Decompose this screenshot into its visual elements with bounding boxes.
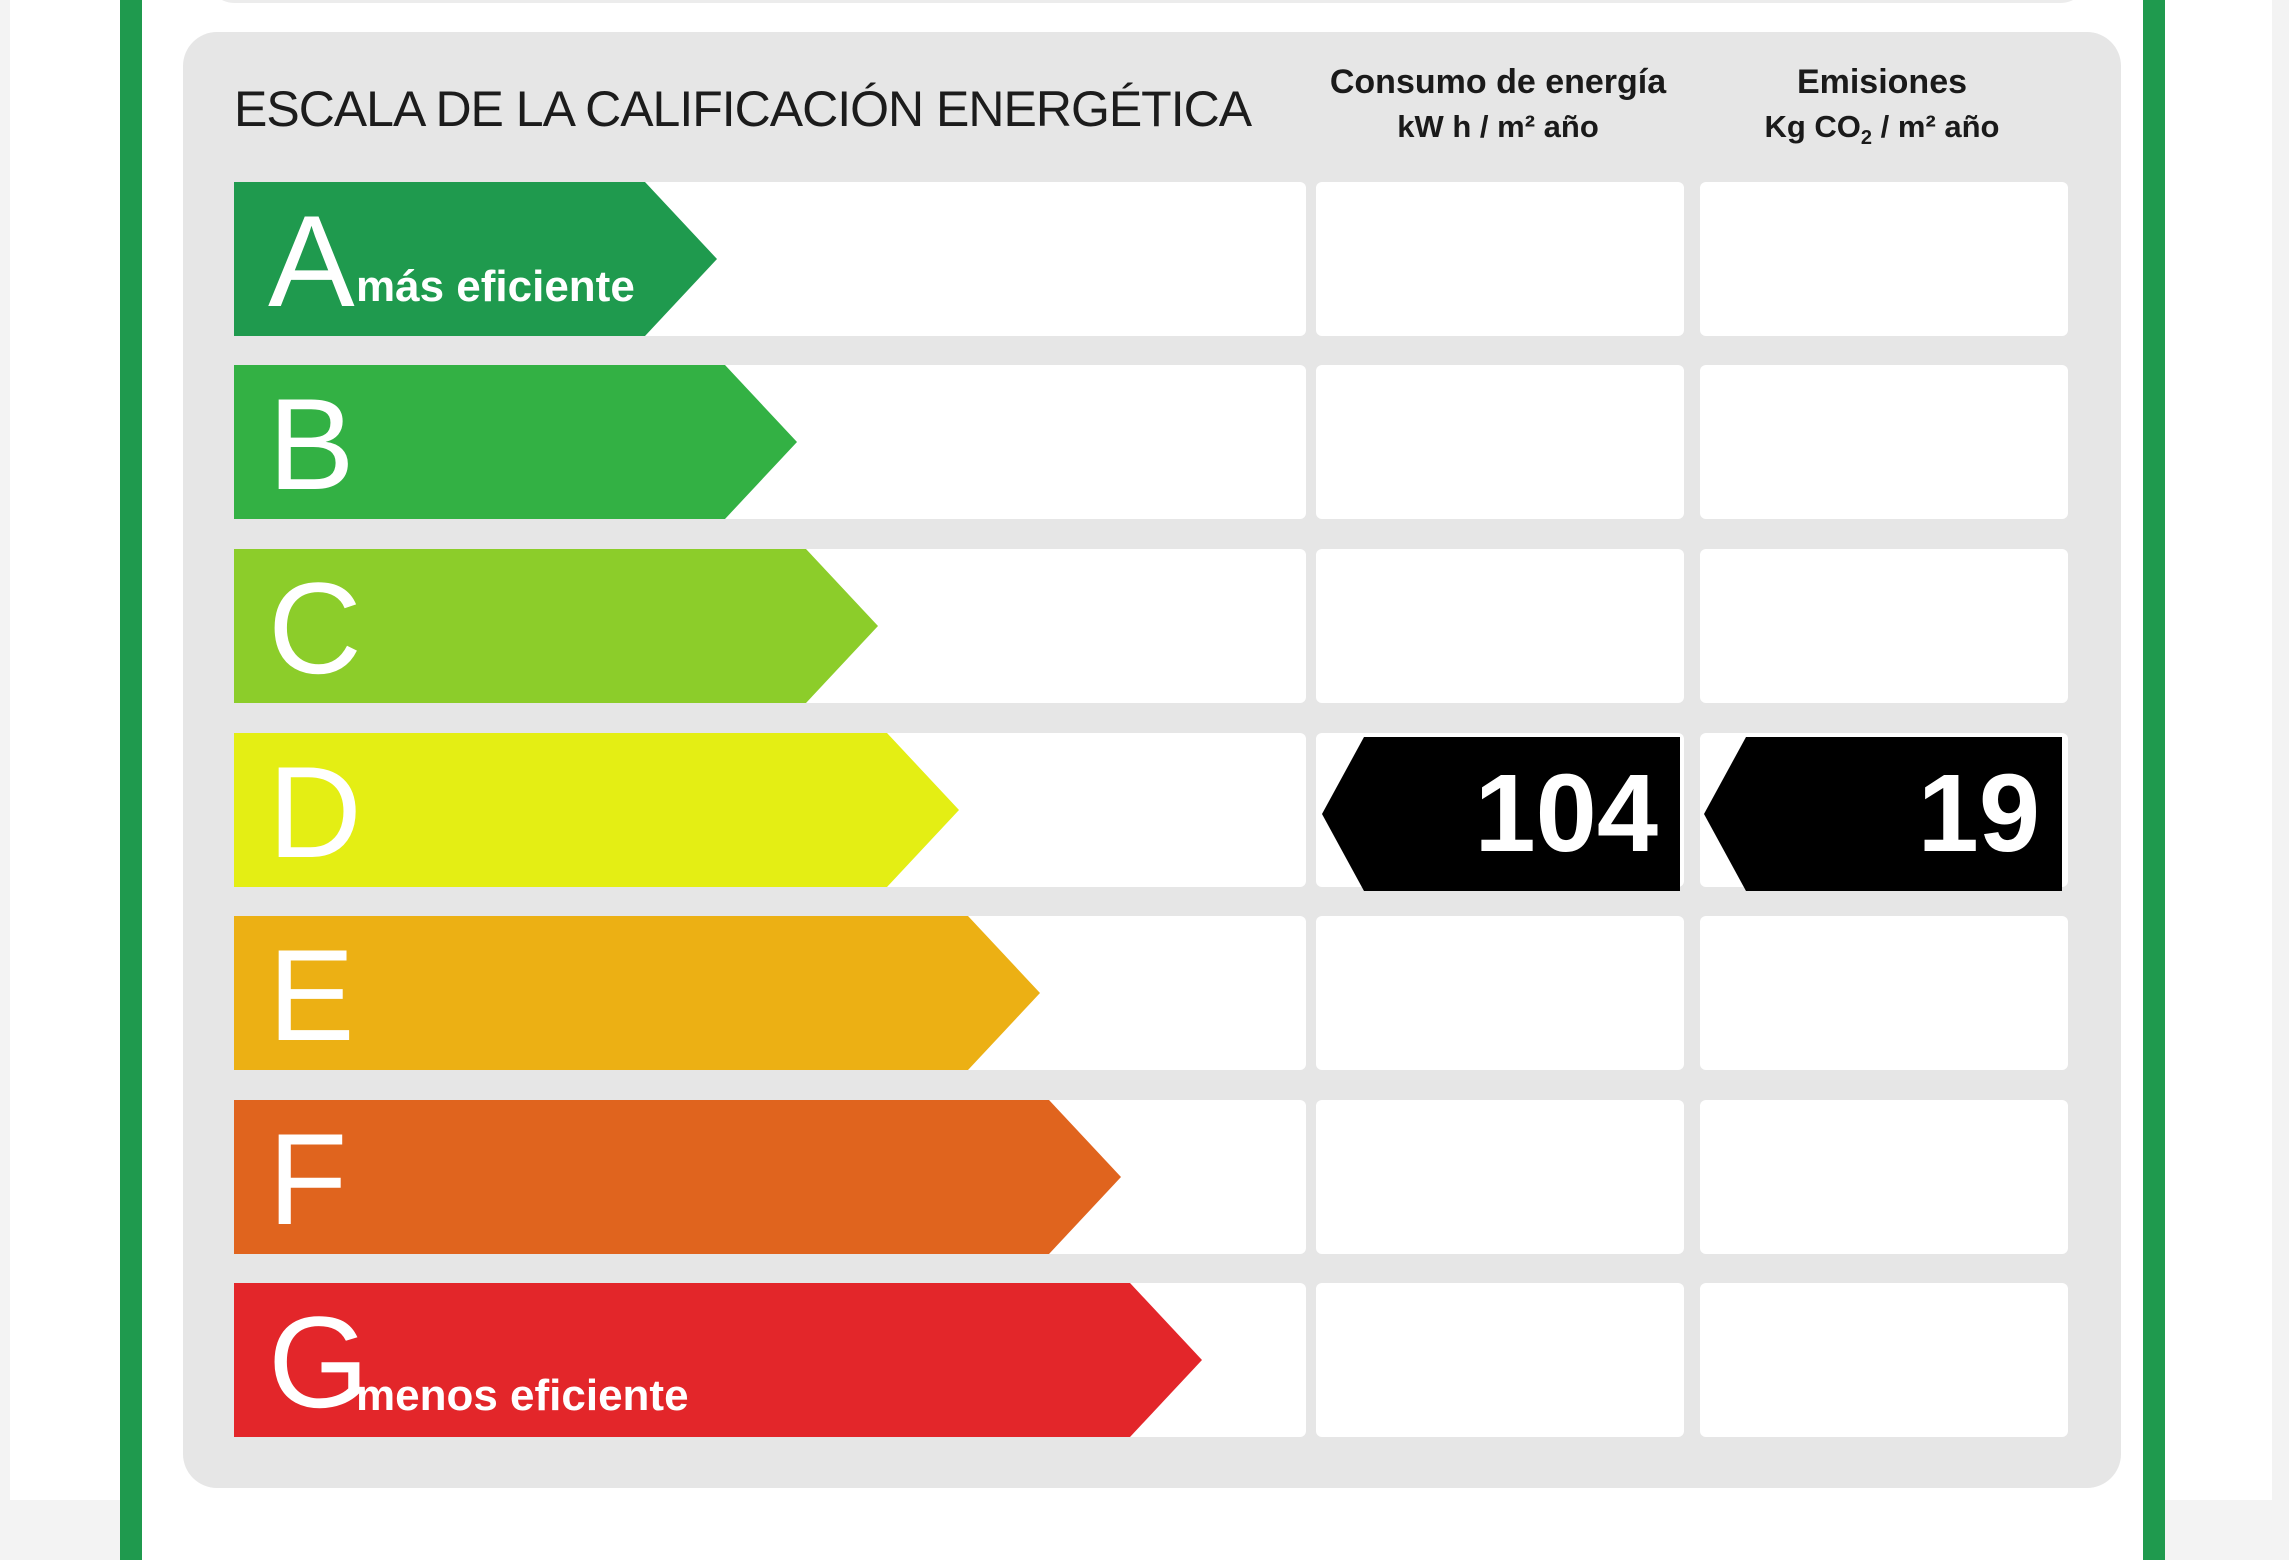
scale-title: ESCALA DE LA CALIFICACIÓN ENERGÉTICA xyxy=(234,81,1252,137)
class-letter-b: B xyxy=(268,371,355,517)
energy-cell-b xyxy=(1316,365,1684,519)
class-description-a: más eficiente xyxy=(356,262,635,311)
energy-cell-g xyxy=(1316,1283,1684,1437)
class-arrow-f: F xyxy=(234,1100,1121,1254)
class-arrow-a: A más eficiente xyxy=(234,182,717,336)
emissions-header-unit: Kg CO2 / m² año xyxy=(1682,104,2082,161)
energy-header-line1: Consumo de energía xyxy=(1329,63,1667,101)
class-arrow-e: E xyxy=(234,916,1040,1070)
emissions-unit-suffix: / m² año xyxy=(1872,109,2000,144)
class-letter-d: D xyxy=(268,739,362,885)
class-arrow-g: G menos eficiente xyxy=(234,1283,1202,1437)
class-letter-e: E xyxy=(268,922,355,1068)
emissions-rating-value: 19 xyxy=(1917,752,2040,875)
emissions-header: Emisiones Kg CO2 / m² año xyxy=(1682,60,2082,161)
energy-consumption-header: Consumo de energía kW h / m² año xyxy=(1298,60,1698,150)
class-letter-g: G xyxy=(268,1289,370,1435)
emissions-header-line1: Emisiones xyxy=(1796,63,1968,101)
emissions-cell-a xyxy=(1700,182,2068,336)
emissions-rating-marker: 19 xyxy=(1704,737,2062,891)
emissions-unit-prefix: Kg CO xyxy=(1764,109,1861,144)
emissions-unit-subscript: 2 xyxy=(1860,127,1873,150)
energy-cell-f xyxy=(1316,1100,1684,1254)
top-strip xyxy=(205,0,2090,3)
class-description-g: menos eficiente xyxy=(356,1371,689,1420)
emissions-cell-b xyxy=(1700,365,2068,519)
energy-rating-marker: 104 xyxy=(1322,737,1680,891)
class-arrow-d: D xyxy=(234,733,959,887)
class-letter-c: C xyxy=(268,555,362,701)
emissions-cell-e xyxy=(1700,916,2068,1070)
emissions-cell-f xyxy=(1700,1100,2068,1254)
class-letter-f: F xyxy=(268,1106,348,1252)
energy-cell-a xyxy=(1316,182,1684,336)
energy-cell-c xyxy=(1316,549,1684,703)
emissions-cell-g xyxy=(1700,1283,2068,1437)
class-arrow-c: C xyxy=(234,549,878,703)
energy-cell-e xyxy=(1316,916,1684,1070)
emissions-cell-c xyxy=(1700,549,2068,703)
energy-header-unit: kW h / m² año xyxy=(1397,109,1599,144)
class-letter-a: A xyxy=(268,188,355,334)
class-arrow-b: B xyxy=(234,365,797,519)
energy-rating-value: 104 xyxy=(1474,752,1658,875)
